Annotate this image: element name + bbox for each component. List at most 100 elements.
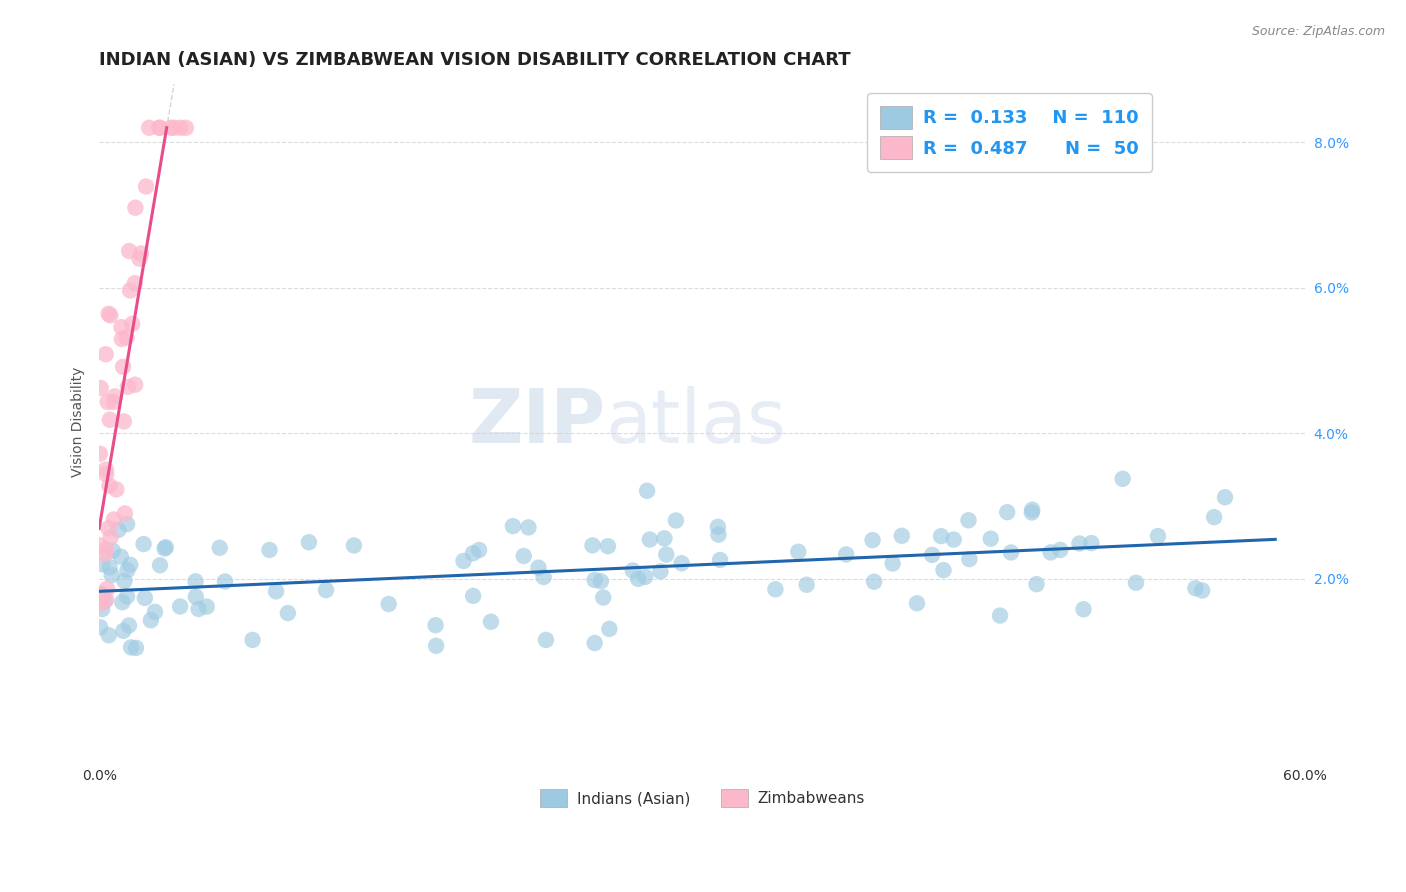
Point: [115, 590, 138, 604]
Point: [90, 586, 112, 600]
Point: [932, 563, 955, 577]
Point: [97, 628, 120, 642]
Point: [117, 563, 139, 577]
Point: [129, 246, 152, 260]
Point: [654, 532, 676, 546]
Point: [195, 599, 218, 614]
Point: [1049, 543, 1071, 558]
Point: [97, 521, 120, 535]
Text: INDIAN (ASIAN) VS ZIMBABWEAN VISION DISABILITY CORRELATION CHART: INDIAN (ASIAN) VS ZIMBABWEAN VISION DISA…: [100, 51, 851, 69]
Point: [114, 507, 136, 521]
Text: ZIP: ZIP: [468, 385, 606, 458]
Point: [512, 549, 534, 563]
Point: [160, 120, 183, 135]
Point: [120, 640, 142, 655]
Point: [94, 542, 117, 557]
Point: [1025, 577, 1047, 591]
Point: [91, 558, 114, 572]
Point: [479, 615, 502, 629]
Point: [103, 512, 125, 526]
Point: [343, 539, 366, 553]
Point: [1021, 502, 1043, 516]
Point: [463, 589, 485, 603]
Point: [929, 529, 952, 543]
Point: [862, 533, 884, 548]
Point: [1080, 536, 1102, 550]
Point: [214, 574, 236, 589]
Point: [1204, 510, 1226, 524]
Point: [1000, 545, 1022, 559]
Point: [1184, 581, 1206, 595]
Point: [103, 395, 125, 409]
Point: [187, 602, 209, 616]
Point: [163, 120, 186, 135]
Point: [583, 636, 606, 650]
Point: [527, 560, 550, 574]
Point: [709, 553, 731, 567]
Point: [94, 594, 117, 608]
Point: [120, 558, 142, 572]
Point: [621, 563, 644, 577]
Point: [100, 309, 122, 323]
Point: [1039, 545, 1062, 559]
Point: [453, 554, 475, 568]
Point: [94, 462, 117, 476]
Point: [634, 570, 657, 584]
Point: [1111, 472, 1133, 486]
Point: [111, 595, 134, 609]
Point: [1069, 536, 1091, 550]
Point: [835, 548, 858, 562]
Point: [96, 592, 118, 607]
Point: [115, 330, 138, 344]
Point: [655, 548, 678, 562]
Point: [149, 120, 172, 135]
Point: [627, 572, 650, 586]
Point: [124, 276, 146, 290]
Point: [242, 632, 264, 647]
Point: [890, 529, 912, 543]
Point: [118, 244, 141, 258]
Point: [638, 533, 661, 547]
Point: [112, 359, 135, 374]
Point: [988, 608, 1011, 623]
Point: [425, 618, 447, 632]
Point: [298, 535, 321, 549]
Point: [98, 560, 121, 574]
Point: [598, 622, 620, 636]
Point: [124, 377, 146, 392]
Point: [905, 596, 928, 610]
Point: [132, 537, 155, 551]
Point: [184, 590, 207, 604]
Point: [110, 549, 132, 564]
Point: [90, 381, 112, 395]
Point: [128, 252, 150, 266]
Point: [277, 606, 299, 620]
Point: [112, 414, 135, 428]
Point: [139, 613, 162, 627]
Point: [90, 588, 112, 602]
Point: [96, 582, 118, 596]
Point: [671, 556, 693, 570]
Point: [138, 120, 160, 135]
Point: [315, 583, 337, 598]
Point: [581, 538, 603, 552]
Point: [94, 547, 117, 561]
Point: [135, 179, 157, 194]
Point: [461, 546, 484, 560]
Point: [169, 599, 191, 614]
Point: [89, 538, 111, 552]
Point: [882, 557, 904, 571]
Point: [100, 568, 122, 582]
Point: [112, 624, 135, 638]
Point: [134, 591, 156, 605]
Point: [100, 531, 122, 545]
Point: [124, 201, 146, 215]
Text: Source: ZipAtlas.com: Source: ZipAtlas.com: [1251, 25, 1385, 38]
Point: [863, 574, 886, 589]
Point: [155, 540, 177, 554]
Point: [942, 533, 965, 547]
Point: [650, 565, 672, 579]
Point: [89, 591, 111, 606]
Point: [117, 380, 139, 394]
Point: [995, 505, 1018, 519]
